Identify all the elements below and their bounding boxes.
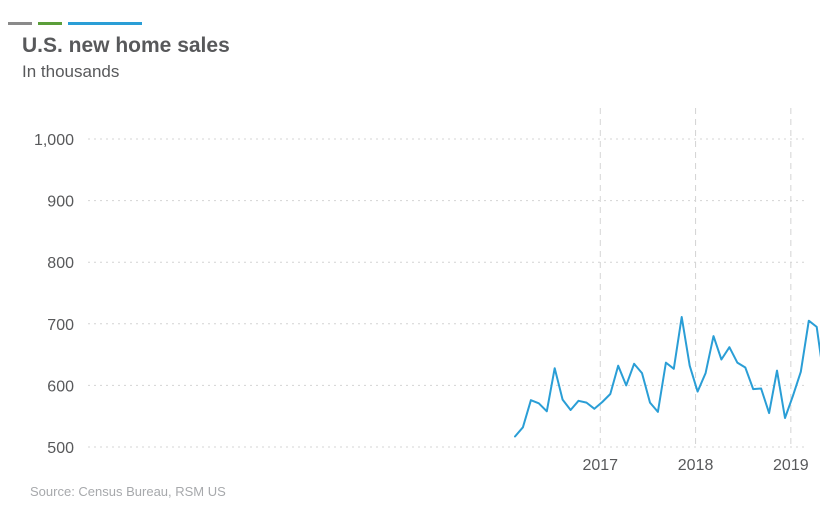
y-tick-label: 500 bbox=[47, 440, 74, 457]
chart-title: U.S. new home sales bbox=[22, 34, 230, 57]
y-tick-label: 900 bbox=[47, 194, 74, 211]
x-tick-label: 2019 bbox=[773, 457, 809, 474]
y-tick-label: 700 bbox=[47, 317, 74, 334]
grid-layer bbox=[88, 108, 805, 448]
source-note: Source: Census Bureau, RSM US bbox=[30, 484, 226, 499]
x-tick-label: 2017 bbox=[582, 457, 618, 474]
header-accent-gray bbox=[8, 22, 32, 25]
header-accent-blue bbox=[68, 22, 142, 25]
header-accent-green bbox=[38, 22, 62, 25]
chart-subtitle: In thousands bbox=[22, 62, 120, 81]
y-tick-label: 600 bbox=[47, 378, 74, 395]
y-tick-label: 800 bbox=[47, 255, 74, 272]
x-tick-label: 2018 bbox=[678, 457, 714, 474]
series-line bbox=[514, 316, 820, 438]
series-layer bbox=[514, 316, 820, 438]
y-tick-label: 1,000 bbox=[34, 132, 74, 149]
axis-layer: 5006007008009001,00020172018201920202021… bbox=[34, 132, 809, 474]
